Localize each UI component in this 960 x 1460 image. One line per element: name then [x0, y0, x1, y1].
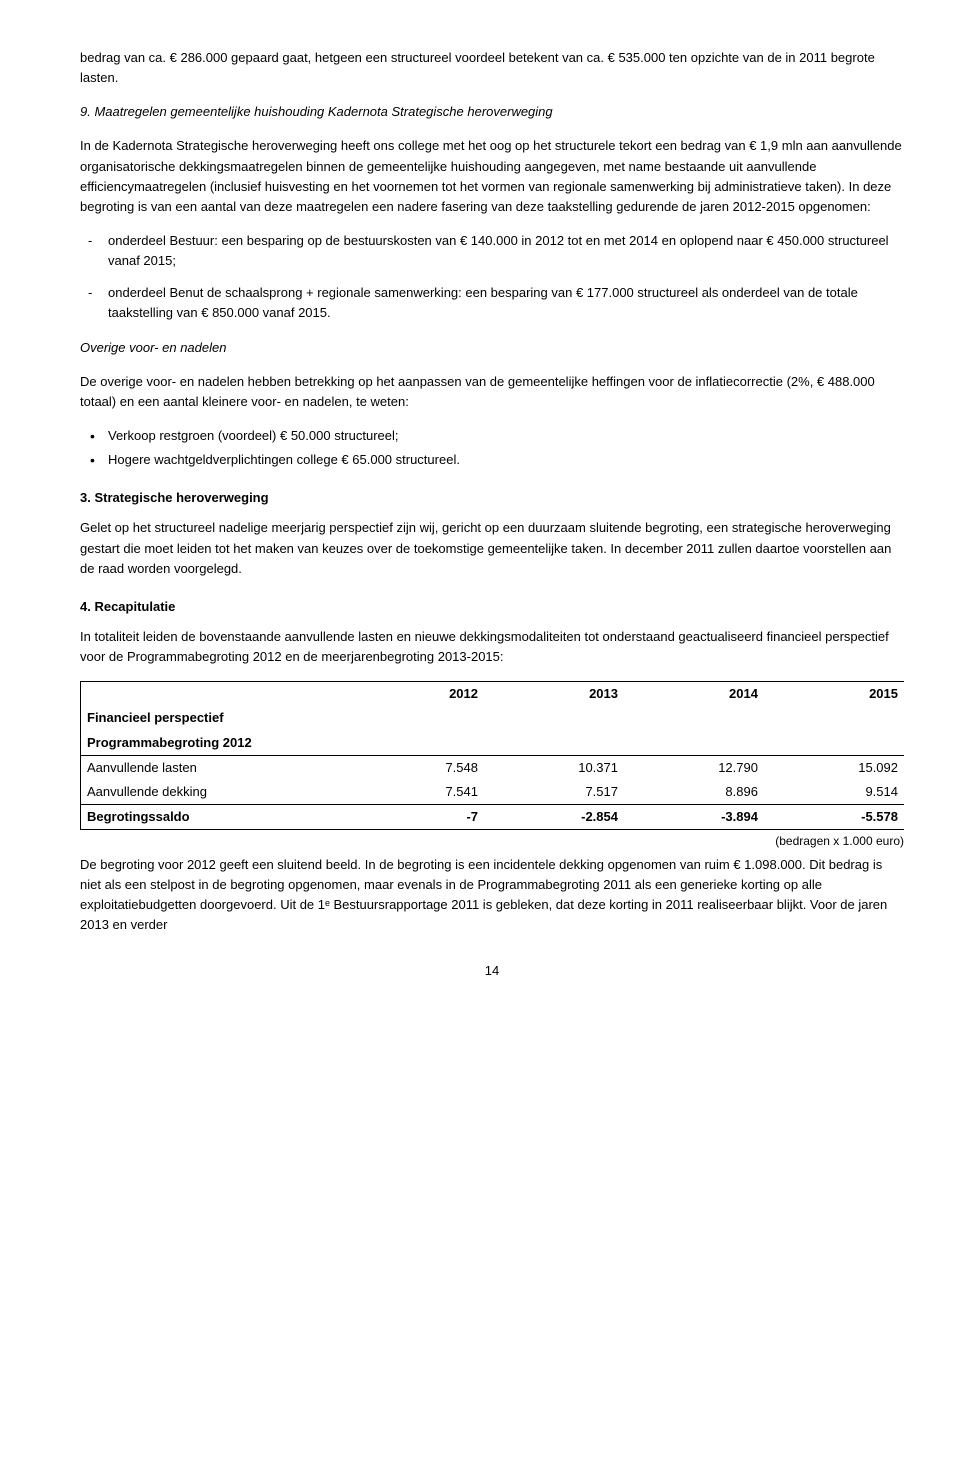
cell: 7.541 — [344, 780, 484, 805]
year-header: 2015 — [764, 682, 904, 707]
row-label: Aanvullende lasten — [81, 755, 345, 780]
table-header-label: Financieel perspectief — [81, 706, 345, 730]
cell: -7 — [344, 804, 484, 829]
overige-paragraph: De overige voor- en nadelen hebben betre… — [80, 372, 904, 412]
cell: 7.548 — [344, 755, 484, 780]
section3-title: 3. Strategische heroverweging — [80, 488, 904, 508]
page-number: 14 — [80, 961, 904, 981]
year-header: 2014 — [624, 682, 764, 707]
intro-paragraph: bedrag van ca. € 286.000 gepaard gaat, h… — [80, 48, 904, 88]
section3-paragraph: Gelet op het structureel nadelige meerja… — [80, 518, 904, 578]
cell: 8.896 — [624, 780, 764, 805]
item9-bullet-list: onderdeel Bestuur: een besparing op de b… — [80, 231, 904, 324]
section4-title: 4. Recapitulatie — [80, 597, 904, 617]
overige-title: Overige voor- en nadelen — [80, 338, 904, 358]
item9-title: 9. Maatregelen gemeentelijke huishouding… — [80, 102, 904, 122]
list-item: Hogere wachtgeldverplichtingen college €… — [108, 450, 904, 470]
year-header: 2013 — [484, 682, 624, 707]
cell: 7.517 — [484, 780, 624, 805]
table-caption: (bedragen x 1.000 euro) — [80, 832, 904, 851]
cell: -5.578 — [764, 804, 904, 829]
row-label: Begrotingssaldo — [81, 804, 345, 829]
financial-table: 2012 2013 2014 2015 Financieel perspecti… — [80, 681, 904, 830]
table-header-blank — [81, 682, 345, 707]
list-item: Verkoop restgroen (voordeel) € 50.000 st… — [108, 426, 904, 446]
table-row-total: Begrotingssaldo -7 -2.854 -3.894 -5.578 — [81, 804, 905, 829]
section4-paragraph: In totaliteit leiden de bovenstaande aan… — [80, 627, 904, 667]
list-item: onderdeel Bestuur: een besparing op de b… — [108, 231, 904, 271]
row-label: Aanvullende dekking — [81, 780, 345, 805]
table-header-row-sub: Programmabegroting 2012 — [81, 731, 905, 756]
table-header-row-title: Financieel perspectief — [81, 706, 905, 730]
cell: 15.092 — [764, 755, 904, 780]
closing-paragraph: De begroting voor 2012 geeft een sluiten… — [80, 855, 904, 936]
table-row: Aanvullende dekking 7.541 7.517 8.896 9.… — [81, 780, 905, 805]
list-item: onderdeel Benut de schaalsprong + region… — [108, 283, 904, 323]
table-row: Aanvullende lasten 7.548 10.371 12.790 1… — [81, 755, 905, 780]
year-header: 2012 — [344, 682, 484, 707]
table-header-row-years: 2012 2013 2014 2015 — [81, 682, 905, 707]
cell: -3.894 — [624, 804, 764, 829]
table-header-sub: Programmabegroting 2012 — [81, 731, 345, 756]
cell: 9.514 — [764, 780, 904, 805]
cell: 10.371 — [484, 755, 624, 780]
cell: 12.790 — [624, 755, 764, 780]
cell: -2.854 — [484, 804, 624, 829]
item9-paragraph: In de Kadernota Strategische heroverwegi… — [80, 136, 904, 217]
overige-bullet-list: Verkoop restgroen (voordeel) € 50.000 st… — [80, 426, 904, 470]
